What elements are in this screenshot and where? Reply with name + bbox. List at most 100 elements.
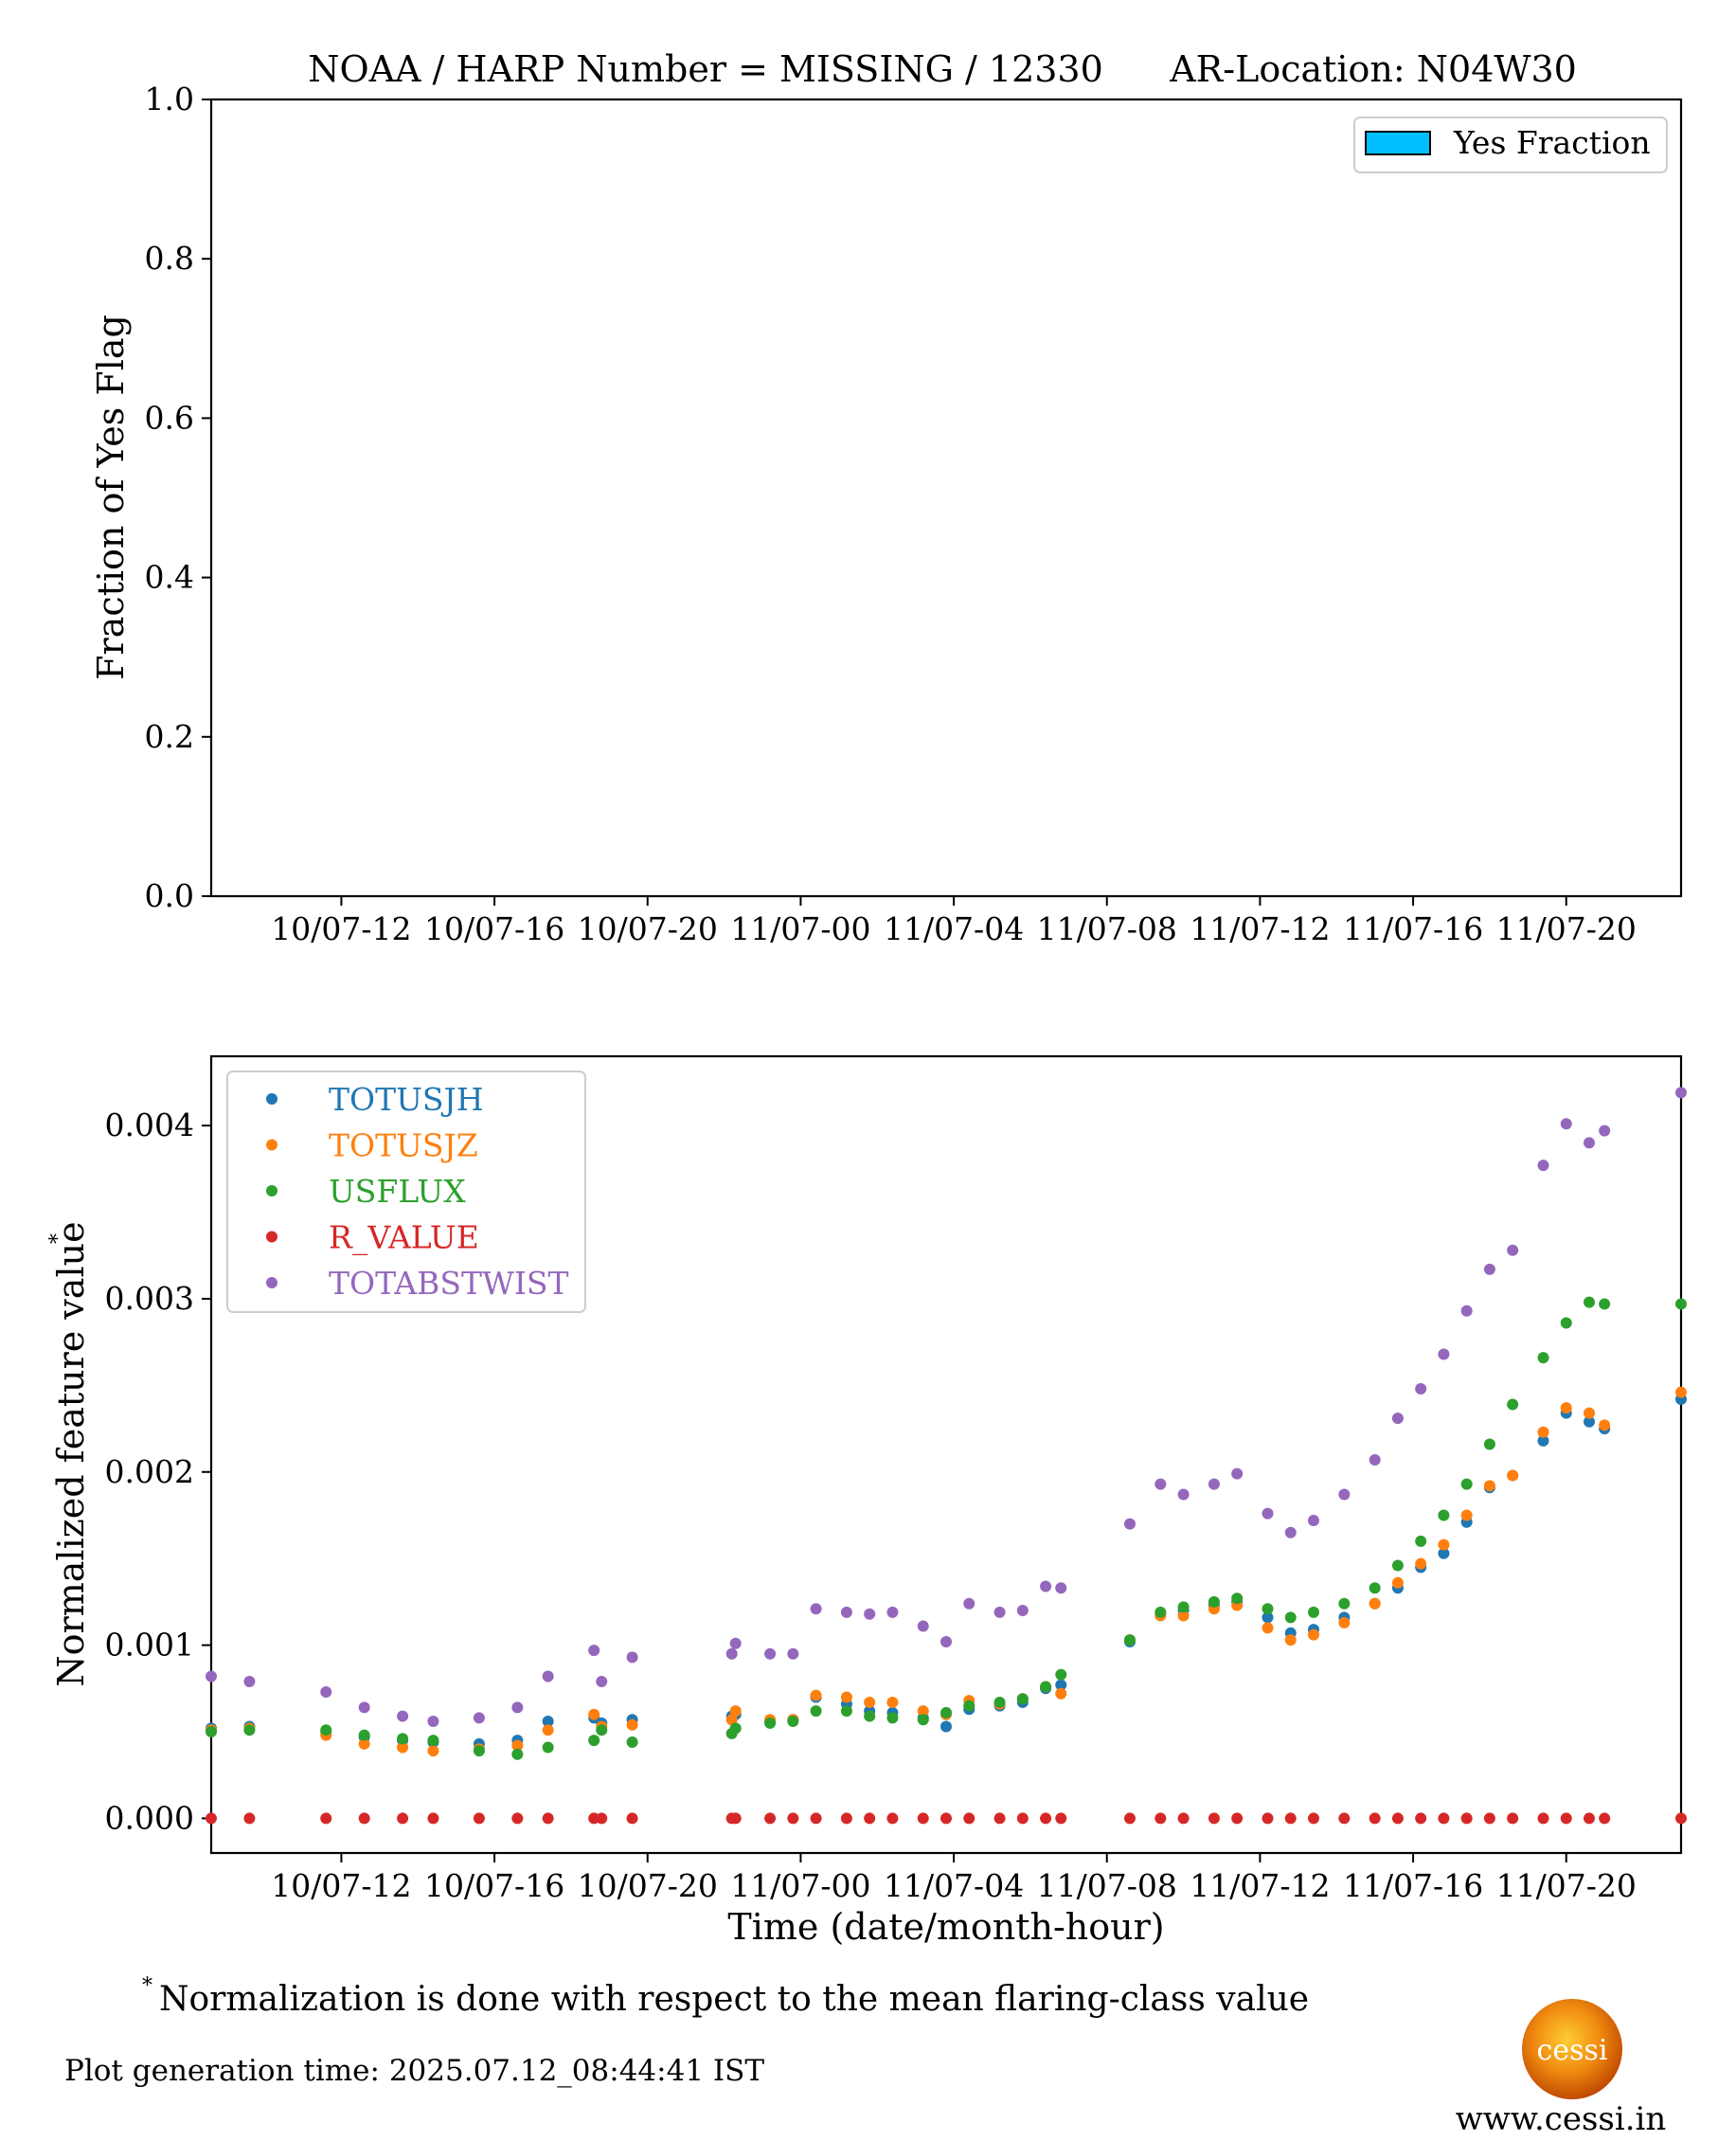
- data-point: [886, 1812, 899, 1825]
- bottom-x-tick-label: 10/07-20: [578, 1867, 718, 1904]
- data-point: [1338, 1488, 1351, 1501]
- data-point: [397, 1741, 409, 1754]
- data-point: [1231, 1467, 1244, 1480]
- data-point: [1124, 1812, 1136, 1825]
- series-totusjh: [206, 1393, 1687, 1750]
- data-point: [1055, 1582, 1067, 1594]
- bottom-x-tick-label: 11/07-12: [1190, 1867, 1330, 1904]
- data-point: [542, 1716, 554, 1728]
- data-point: [1560, 1812, 1572, 1825]
- legend-marker: [266, 1093, 277, 1105]
- series-totusjz: [206, 1386, 1687, 1757]
- data-point: [1507, 1812, 1519, 1825]
- data-point: [1369, 1582, 1381, 1594]
- data-point: [1675, 1298, 1687, 1310]
- bottom-x-tick-label: 11/07-00: [730, 1867, 870, 1904]
- data-point: [1177, 1812, 1190, 1825]
- generation-time: Plot generation time: 2025.07.12_08:44:4…: [64, 2054, 764, 2088]
- data-point: [729, 1722, 742, 1735]
- data-point: [1262, 1622, 1274, 1634]
- data-point: [787, 1716, 799, 1728]
- data-point: [1483, 1812, 1495, 1825]
- data-point: [542, 1812, 554, 1825]
- bottom-y-tick-label: 0.001: [105, 1627, 194, 1664]
- data-point: [1391, 1559, 1404, 1572]
- data-point: [1177, 1488, 1190, 1501]
- data-point: [596, 1724, 608, 1736]
- data-point: [993, 1812, 1006, 1825]
- top-x-tick-label: 11/07-00: [730, 910, 870, 947]
- data-point: [427, 1735, 439, 1747]
- data-point: [729, 1705, 742, 1718]
- legend-marker: [266, 1231, 277, 1243]
- scatter-points: [206, 1087, 1687, 1825]
- data-point: [320, 1685, 332, 1698]
- top-x-tick-label: 10/07-12: [271, 910, 411, 947]
- data-point: [1040, 1681, 1052, 1693]
- data-point: [1537, 1352, 1549, 1364]
- footnote-text: Normalization is done with respect to th…: [159, 1980, 1309, 2019]
- data-point: [1308, 1812, 1319, 1825]
- data-point: [1262, 1611, 1274, 1624]
- data-point: [1284, 1611, 1297, 1624]
- data-point: [993, 1696, 1006, 1708]
- footnote-mark: *: [142, 1974, 152, 1998]
- data-point: [1560, 1317, 1572, 1329]
- bottom-y-axis: 0.000 0.001 0.002 0.003 0.004: [105, 1106, 211, 1836]
- bottom-y-tick-label: 0.000: [105, 1799, 194, 1836]
- sun-logo-icon: [1522, 1999, 1622, 2099]
- bottom-x-tick-label: 11/07-08: [1037, 1867, 1177, 1904]
- data-point: [963, 1700, 975, 1712]
- data-point: [917, 1714, 929, 1726]
- top-y-tick-label: 0.8: [145, 240, 194, 277]
- data-point: [397, 1733, 409, 1745]
- data-point: [1507, 1469, 1519, 1482]
- top-x-tick-label: 11/07-04: [884, 910, 1024, 947]
- data-point: [1124, 1518, 1136, 1530]
- data-point: [1154, 1812, 1167, 1825]
- data-point: [626, 1651, 638, 1664]
- data-point: [1675, 1812, 1687, 1825]
- data-point: [1308, 1514, 1319, 1526]
- data-point: [596, 1812, 608, 1825]
- website-url[interactable]: www.cessi.in: [1456, 2100, 1667, 2138]
- data-point: [1584, 1137, 1595, 1149]
- data-point: [940, 1720, 952, 1733]
- data-point: [473, 1712, 485, 1724]
- data-point: [764, 1717, 777, 1729]
- top-x-tick-label: 11/07-08: [1037, 910, 1177, 947]
- data-point: [427, 1812, 439, 1825]
- data-point: [1675, 1087, 1687, 1099]
- data-point: [243, 1724, 256, 1736]
- top-x-tick-label: 11/07-16: [1343, 910, 1483, 947]
- data-point: [596, 1676, 608, 1688]
- data-point: [511, 1748, 524, 1760]
- series-r-value: [206, 1812, 1687, 1825]
- top-y-tick-label: 0.2: [145, 718, 194, 755]
- data-point: [1537, 1426, 1549, 1438]
- data-point: [725, 1647, 738, 1660]
- top-y-axis-label: Fraction of Yes Flag: [90, 315, 132, 680]
- data-point: [840, 1705, 852, 1718]
- data-point: [358, 1729, 370, 1741]
- data-point: [1284, 1634, 1297, 1646]
- data-point: [1483, 1438, 1495, 1450]
- top-y-axis: 0.0 0.2 0.4 0.6 0.8 1.0: [145, 81, 211, 914]
- yes-fraction-swatch: [1365, 131, 1431, 155]
- data-point: [511, 1701, 524, 1714]
- top-x-tick-label: 11/07-12: [1190, 910, 1330, 947]
- data-point: [1460, 1812, 1473, 1825]
- data-point: [1483, 1480, 1495, 1492]
- data-point: [243, 1812, 256, 1825]
- data-point: [1262, 1812, 1274, 1825]
- data-point: [206, 1812, 217, 1825]
- series-usflux: [206, 1296, 1687, 1760]
- bottom-x-tick-label: 11/07-04: [884, 1867, 1024, 1904]
- data-point: [940, 1812, 952, 1825]
- data-point: [473, 1812, 485, 1825]
- data-point: [1177, 1610, 1190, 1622]
- data-point: [1055, 1679, 1067, 1691]
- data-point: [1438, 1348, 1450, 1360]
- bottom-legend: TOTUSJH TOTUSJZ USFLUX R_VALUE TOTABSTWIST: [226, 1070, 586, 1313]
